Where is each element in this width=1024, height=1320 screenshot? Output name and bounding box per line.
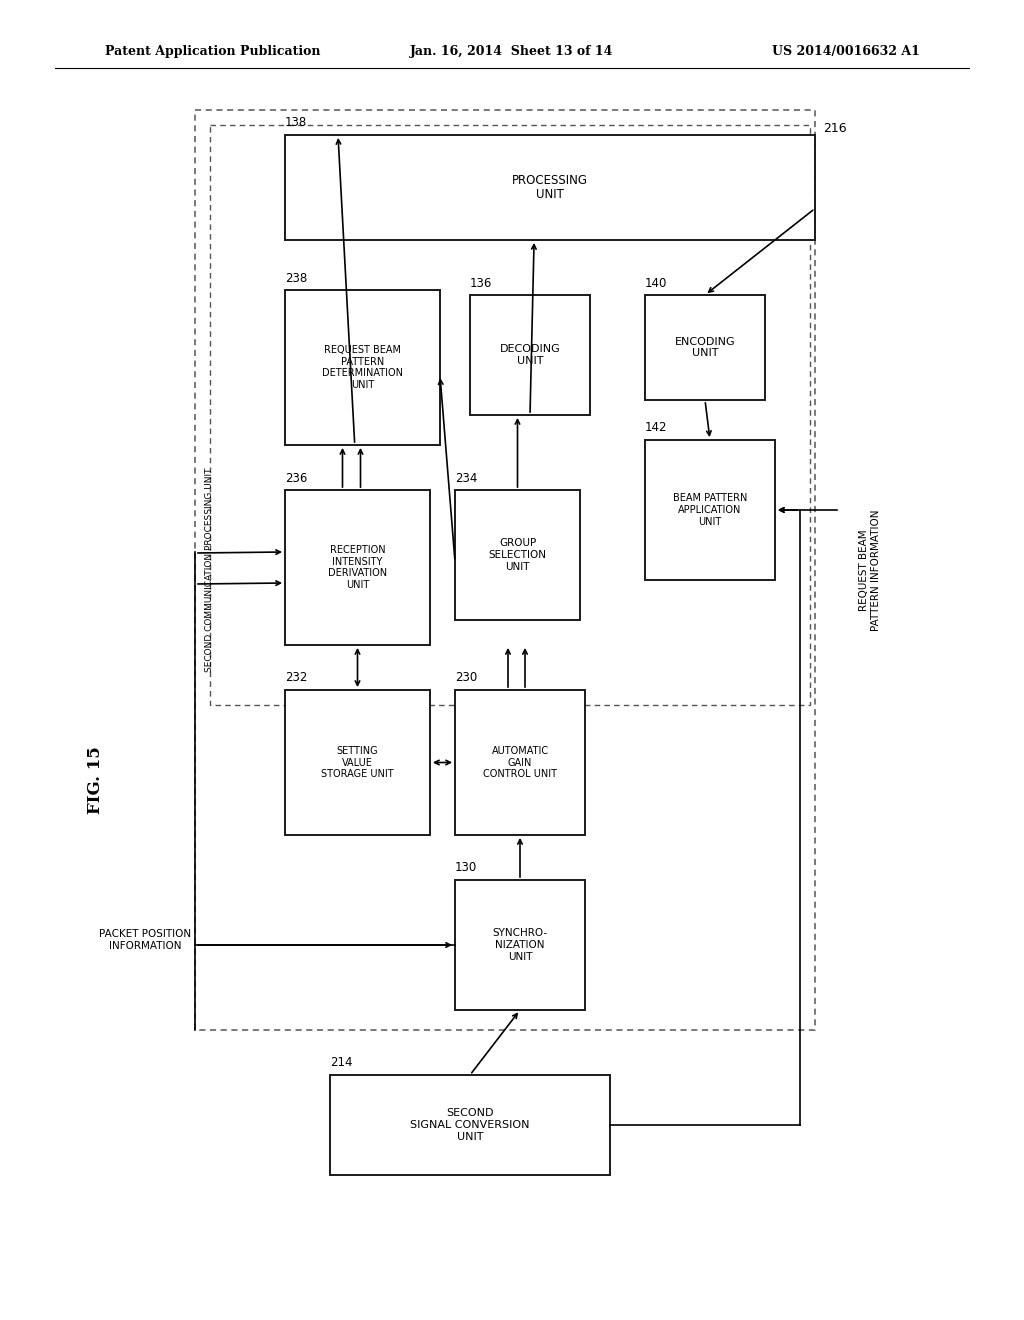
Text: 234: 234 [455,473,477,484]
Text: 232: 232 [285,671,307,684]
Text: Patent Application Publication: Patent Application Publication [105,45,321,58]
Bar [470,294,590,414]
Text: SECOND COMMUNICATION PROCESSING UNIT: SECOND COMMUNICATION PROCESSING UNIT [205,467,213,672]
Text: 138: 138 [285,116,307,129]
Bar [330,1074,610,1175]
Text: RECEPTION
INTENSITY
DERIVATION
UNIT: RECEPTION INTENSITY DERIVATION UNIT [328,545,387,590]
Text: BEAM PATTERN
APPLICATION
UNIT: BEAM PATTERN APPLICATION UNIT [673,494,748,527]
Text: REQUEST BEAM
PATTERN
DETERMINATION
UNIT: REQUEST BEAM PATTERN DETERMINATION UNIT [322,345,403,389]
Text: PACKET POSITION
INFORMATION: PACKET POSITION INFORMATION [99,929,191,950]
Text: SETTING
VALUE
STORAGE UNIT: SETTING VALUE STORAGE UNIT [322,746,394,779]
Bar [285,290,440,445]
Text: SECOND
SIGNAL CONVERSION
UNIT: SECOND SIGNAL CONVERSION UNIT [411,1109,529,1142]
Text: US 2014/0016632 A1: US 2014/0016632 A1 [772,45,920,58]
Bar [645,440,775,579]
Text: FIG. 15: FIG. 15 [86,746,103,814]
Text: 136: 136 [470,277,493,290]
Text: ENCODING
UNIT: ENCODING UNIT [675,337,735,358]
Text: 130: 130 [455,861,477,874]
Text: DECODING
UNIT: DECODING UNIT [500,345,560,366]
Bar [455,490,580,620]
Text: 142: 142 [645,421,668,434]
Bar [210,125,810,705]
Bar [195,110,815,1030]
Bar [285,490,430,645]
Text: Jan. 16, 2014  Sheet 13 of 14: Jan. 16, 2014 Sheet 13 of 14 [411,45,613,58]
Text: 230: 230 [455,671,477,684]
Text: SYNCHRO-
NIZATION
UNIT: SYNCHRO- NIZATION UNIT [493,928,548,961]
Bar [645,294,765,400]
Text: 216: 216 [823,121,847,135]
Text: 140: 140 [645,277,668,290]
Bar [285,135,815,240]
Text: 236: 236 [285,473,307,484]
Text: AUTOMATIC
GAIN
CONTROL UNIT: AUTOMATIC GAIN CONTROL UNIT [483,746,557,779]
Text: PROCESSING
UNIT: PROCESSING UNIT [512,173,588,202]
Text: 238: 238 [285,272,307,285]
Bar [455,690,585,836]
Bar [455,880,585,1010]
Text: GROUP
SELECTION
UNIT: GROUP SELECTION UNIT [488,539,547,572]
Text: 214: 214 [330,1056,352,1069]
Bar [285,690,430,836]
Text: REQUEST BEAM
PATTERN INFORMATION: REQUEST BEAM PATTERN INFORMATION [859,510,881,631]
